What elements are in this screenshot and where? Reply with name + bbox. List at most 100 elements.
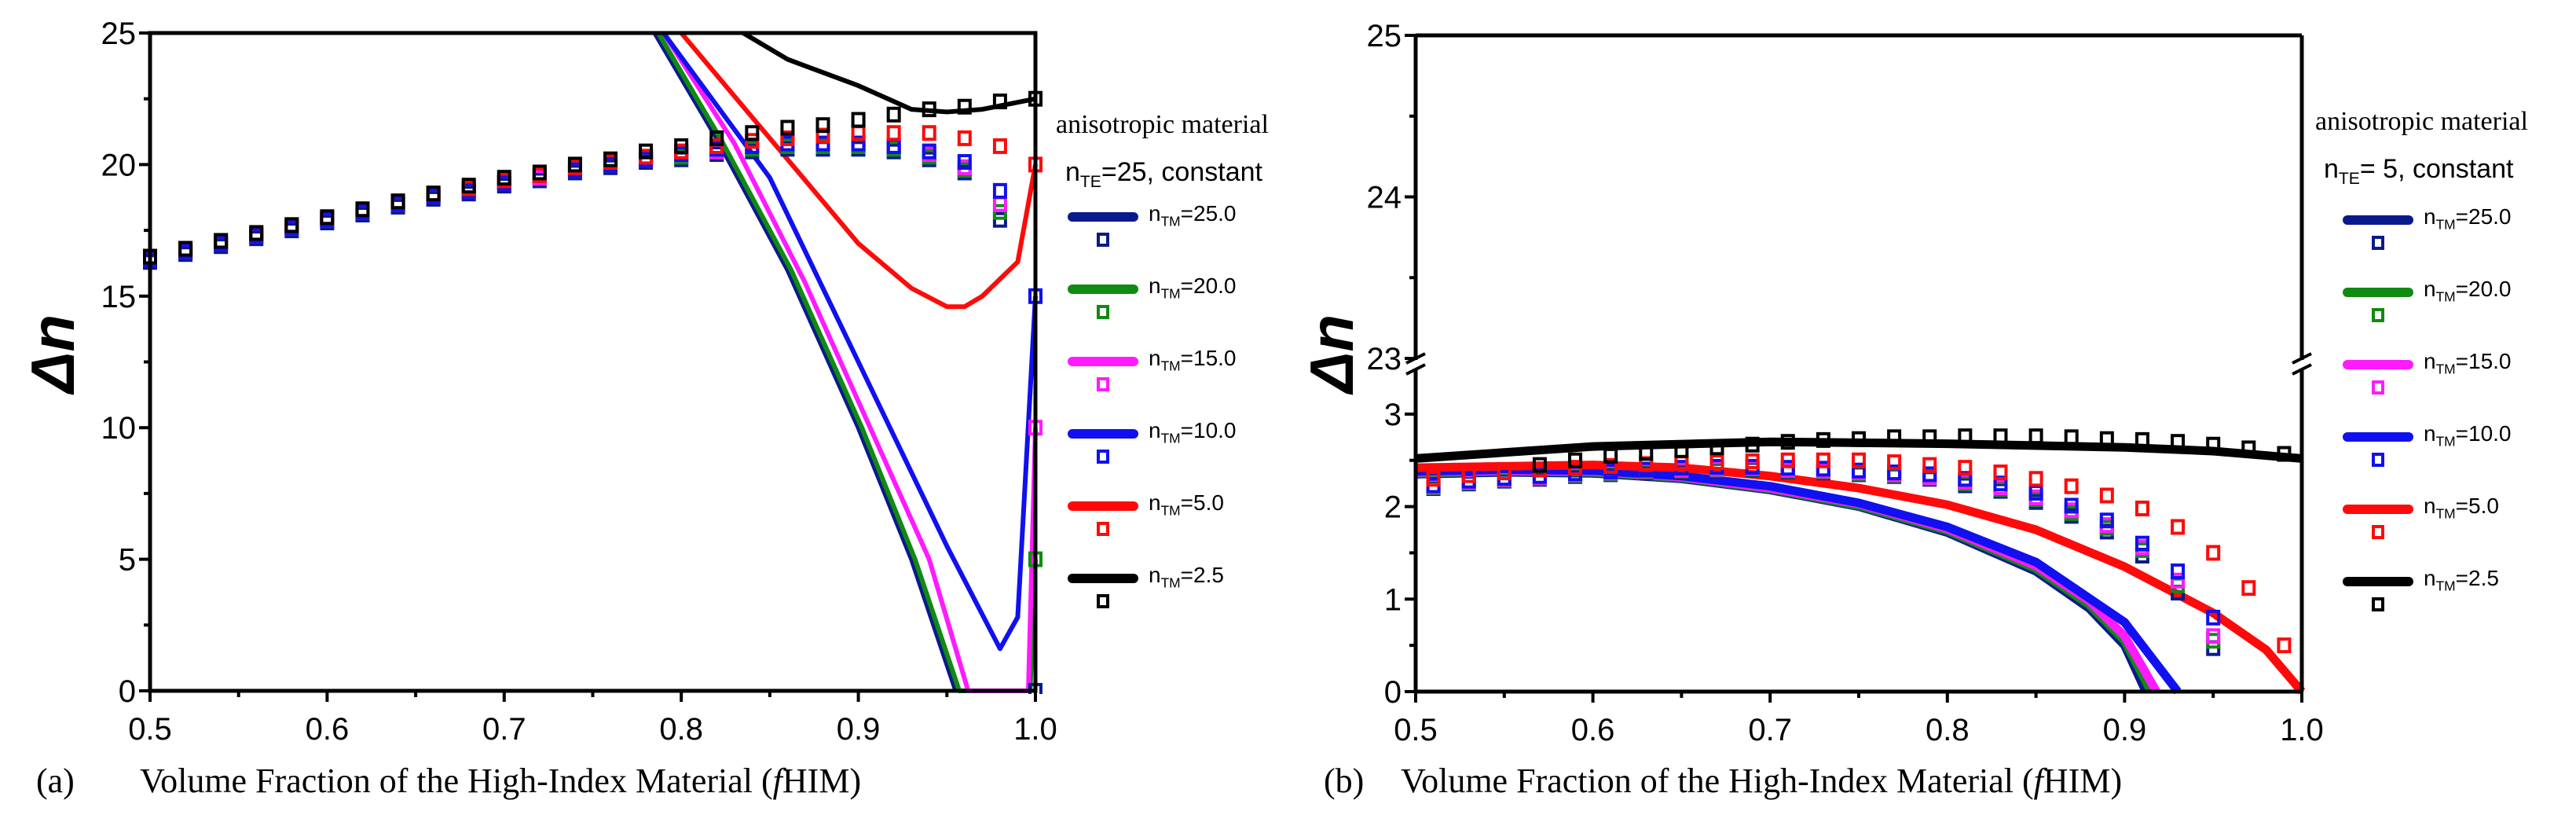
x-tick-label: 0.8	[659, 712, 703, 747]
legend-entry-text: =5.0	[1180, 490, 1224, 515]
data-point	[390, 193, 405, 210]
legend-entry-label: nTM=15.0	[1149, 346, 1237, 375]
data-point	[992, 182, 1007, 199]
panel-b-y-axis-title: Δn	[1297, 314, 1366, 393]
data-point	[2134, 431, 2149, 448]
data-point	[1816, 452, 1830, 468]
data-point	[2206, 609, 2221, 626]
data-point	[957, 130, 972, 146]
legend-entry-text: TM	[1160, 358, 1181, 374]
data-point	[1639, 445, 1654, 461]
legend-entry-label: nTM=2.5	[1149, 563, 1224, 592]
data-point	[1745, 436, 1760, 453]
legend-entry-text: =20.0	[1180, 274, 1237, 298]
data-point	[1497, 464, 1512, 481]
data-point	[1852, 462, 1866, 479]
series-line	[652, 33, 958, 692]
legend-entry-text: n	[2424, 421, 2436, 446]
legend-entry-text: =2.5	[2455, 566, 2499, 590]
data-point	[426, 185, 441, 202]
data-point	[1922, 457, 1937, 473]
legend-entry-text: n	[2424, 566, 2436, 590]
data-point	[567, 156, 582, 173]
data-point	[2099, 512, 2114, 529]
legend-entry-text: n	[1149, 418, 1161, 442]
legend-entry-text: =25.0	[1180, 201, 1237, 226]
x-tick-label: 0.7	[1748, 713, 1792, 747]
legend-entry-text: =10.0	[1180, 418, 1237, 442]
legend-entry-label: nTM=5.0	[2424, 494, 2499, 523]
data-point	[1816, 431, 1830, 448]
data-point	[886, 125, 901, 141]
data-point	[780, 130, 795, 146]
data-point	[2171, 572, 2186, 589]
data-point	[320, 209, 335, 226]
data-point	[815, 117, 830, 134]
legend-marker-swatch	[1097, 450, 1109, 464]
legend-marker-swatch	[1097, 377, 1109, 391]
data-point	[603, 151, 618, 167]
x-tick-label: 0.6	[306, 712, 350, 747]
legend-entry-text: n	[1149, 490, 1161, 515]
legend-sub-post: =25, constant	[1101, 157, 1262, 187]
legend-entry-text: n	[2424, 204, 2436, 229]
data-point	[992, 196, 1007, 212]
legend-entry-label: nTM=5.0	[1149, 490, 1224, 519]
legend-marker-swatch	[2372, 597, 2384, 611]
data-point	[1461, 467, 1476, 483]
data-point	[1745, 453, 1760, 469]
x-tick-label: 1.0	[1013, 712, 1057, 747]
panel-a-label: (a)	[36, 762, 75, 800]
data-point	[355, 201, 370, 218]
data-point	[2171, 519, 2186, 535]
legend-entry-text: TM	[1160, 430, 1181, 446]
legend-entry-label: nTM=20.0	[2424, 277, 2512, 306]
legend-marker-swatch	[2372, 525, 2384, 539]
data-point	[1958, 460, 1973, 476]
x-tick-label: 0.9	[837, 712, 881, 747]
x-title-var: f	[2033, 762, 2043, 800]
plot-area	[1415, 428, 2306, 695]
data-point	[992, 204, 1007, 220]
legend-entry-text: n	[1149, 274, 1161, 298]
legend-marker-swatch	[1097, 594, 1109, 608]
y-tick-label: 0	[119, 674, 136, 709]
x-title-end: )	[849, 762, 862, 800]
legend-entry-label: nTM=25.0	[2424, 204, 2512, 233]
data-point	[532, 164, 547, 181]
legend-sub-pre: n	[1065, 157, 1080, 187]
legend-entry-text: =2.5	[1180, 563, 1224, 587]
legend-entry-text: =20.0	[2455, 277, 2512, 301]
legend-entry-text: TM	[2435, 505, 2456, 522]
data-point	[1709, 454, 1724, 471]
data-point	[922, 143, 936, 160]
axes-frame	[148, 31, 1038, 693]
data-point	[957, 98, 972, 115]
data-point	[639, 143, 654, 160]
data-point	[780, 119, 795, 136]
data-point	[2241, 440, 2256, 457]
data-point	[2064, 478, 2079, 494]
legend-marker-swatch	[2372, 308, 2384, 322]
panel-a-legend-title: anisotropic material	[1056, 110, 1269, 139]
legend-entry-text: n	[1149, 563, 1161, 587]
data-point	[922, 125, 936, 141]
data-point	[674, 138, 689, 154]
data-point	[461, 178, 476, 194]
data-point	[745, 133, 760, 149]
panel-b-legend-subtitle: nTE= 5, constant	[2324, 154, 2514, 189]
legend-entry-text: =10.0	[2455, 421, 2512, 446]
data-point	[1887, 454, 1902, 471]
data-point	[2064, 429, 2079, 446]
series-line	[679, 33, 1038, 310]
y-tick-label: 25	[1367, 19, 1402, 53]
data-point	[815, 127, 830, 144]
y-tick-label: 5	[119, 543, 136, 578]
data-point	[745, 125, 760, 141]
legend-sub-post: = 5, constant	[2359, 154, 2514, 184]
data-point	[249, 225, 264, 241]
x-tick-label: 0.6	[1571, 713, 1615, 747]
x-title-sub: HIM	[2043, 762, 2111, 800]
